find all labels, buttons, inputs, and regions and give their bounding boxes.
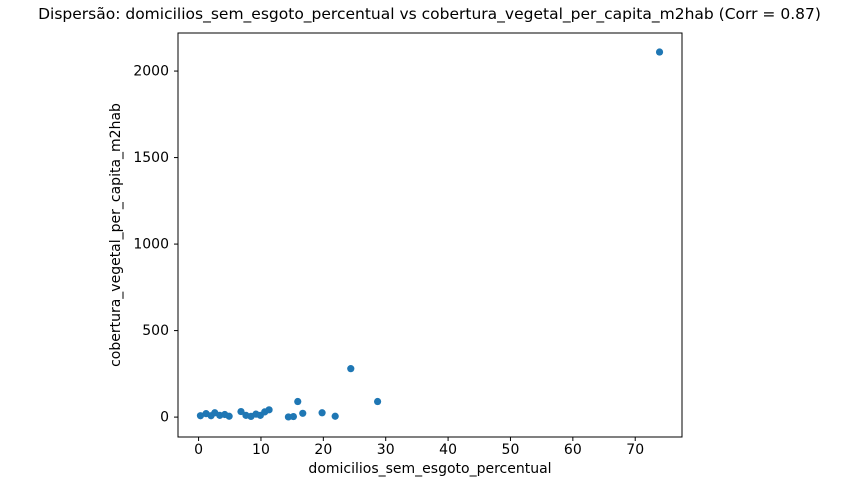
data-point [331,412,339,420]
y-tick-label: 500 [142,323,169,339]
data-point [347,365,355,373]
data-point [299,409,307,417]
data-point [655,48,664,56]
y-tick-label: 0 [160,410,169,426]
x-tick-label: 50 [502,442,520,458]
x-tick-label: 0 [194,442,203,458]
x-axis-label: domicilios_sem_esgoto_percentual [308,461,552,477]
x-tick-label: 40 [439,442,457,458]
y-axis-label: cobertura_vegetal_per_capita_m2hab [108,103,124,367]
x-tick-label: 60 [564,442,582,458]
data-point [318,409,326,417]
data-point [225,412,233,420]
y-tick-label: 1000 [133,237,169,253]
chart-title: Dispersão: domicilios_sem_esgoto_percent… [38,5,821,23]
data-point [237,407,245,416]
data-point [265,406,273,414]
x-tick-label: 30 [377,442,395,458]
data-point [294,397,302,406]
x-tick-label: 20 [314,442,332,458]
y-tick-label: 1500 [133,150,169,166]
data-point [374,397,382,406]
x-tick-label: 10 [252,442,270,458]
data-point [289,412,297,421]
data-point [196,412,205,420]
y-tick-label: 2000 [133,64,169,80]
axes-box [177,32,683,438]
x-tick-label: 70 [626,442,644,458]
